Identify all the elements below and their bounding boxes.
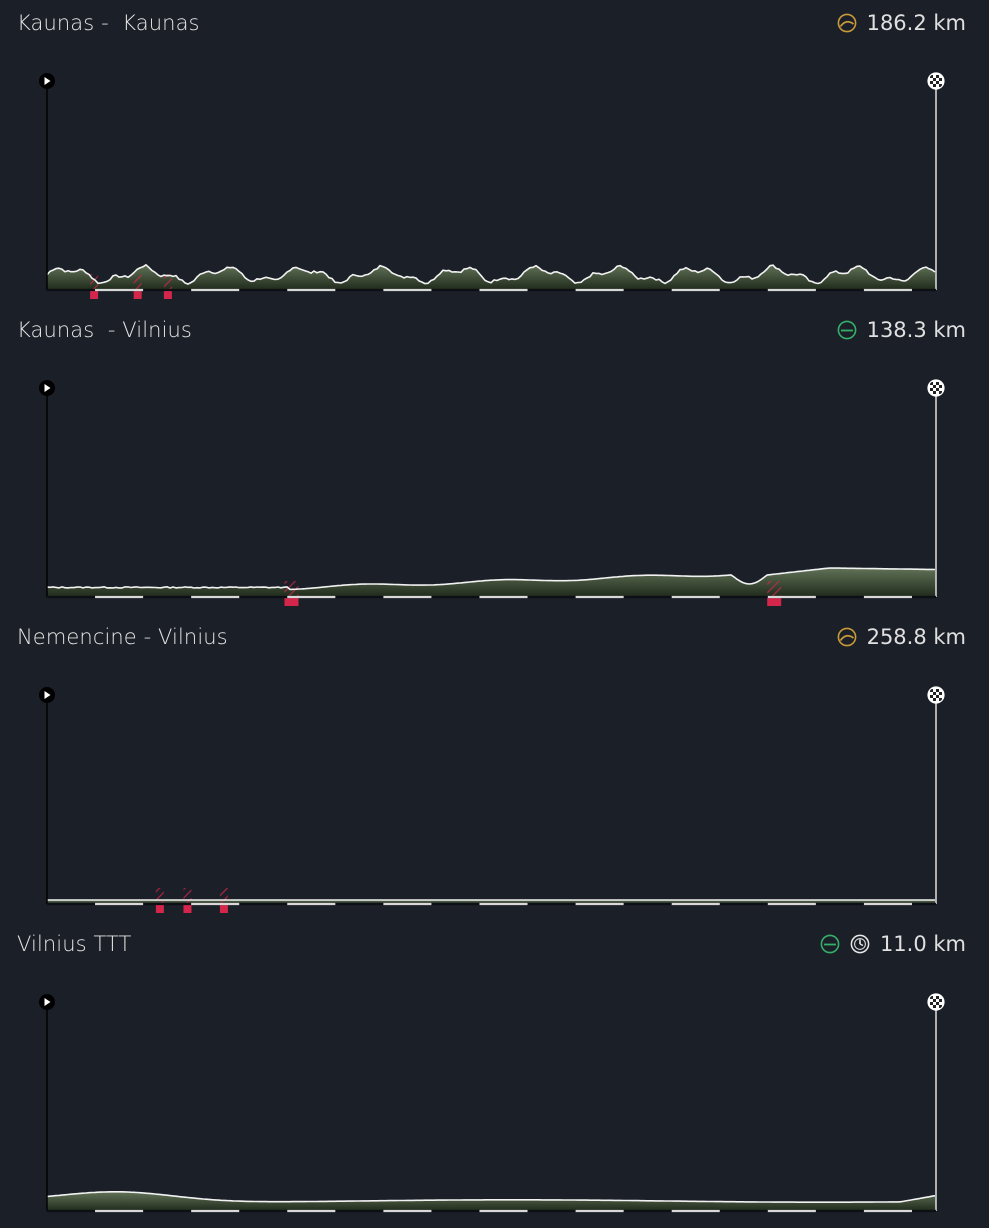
climb-hatch — [183, 888, 192, 904]
finish-flag-icon — [927, 72, 945, 90]
climb-marker — [183, 905, 192, 913]
stage-distance: 258.8 km — [866, 625, 966, 649]
start-icon — [39, 687, 55, 703]
stage-meta: 258.8 km — [837, 625, 966, 649]
stage-card[interactable]: Vilnius TTT 11.0 km — [0, 921, 989, 1228]
climb-hatch — [90, 274, 99, 290]
flat-stage-icon — [837, 320, 856, 340]
stage-meta: 186.2 km — [837, 11, 966, 35]
climb-marker — [90, 291, 99, 299]
climb-marker — [767, 598, 782, 606]
climb-hatch — [163, 274, 172, 290]
stage-title: Vilnius TTT — [17, 932, 132, 956]
finish-flag-icon — [927, 379, 945, 397]
stage-card[interactable]: Kaunas - Kaunas 186.2 km — [0, 0, 989, 307]
climb-marker — [219, 905, 228, 913]
climb-marker — [284, 598, 299, 606]
profile-area — [47, 900, 936, 904]
climb-marker — [155, 905, 164, 913]
climb-hatch — [767, 581, 782, 597]
elevation-profile — [39, 379, 945, 606]
climb-hatch — [133, 274, 142, 290]
stage-meta: 138.3 km — [837, 318, 966, 342]
stage-title: Nemencine - Vilnius — [17, 625, 228, 649]
stage-card[interactable]: Kaunas - Vilnius 138.3 km — [0, 307, 989, 614]
stage-title: Kaunas - Vilnius — [17, 318, 192, 342]
climb-hatch — [155, 888, 164, 904]
elevation-profile — [39, 72, 945, 299]
profile-line — [46, 264, 936, 285]
finish-flag-icon — [927, 686, 945, 704]
stage-title: Kaunas - Kaunas — [17, 11, 200, 35]
start-icon — [39, 994, 55, 1010]
elevation-profile — [39, 686, 945, 913]
climb-marker — [163, 291, 172, 299]
elevation-profile — [39, 993, 945, 1213]
stage-distance: 186.2 km — [866, 11, 966, 35]
profile-area — [47, 264, 936, 290]
hilly-stage-icon — [837, 13, 856, 33]
climb-hatch — [284, 581, 299, 597]
profile-line — [46, 567, 936, 591]
stage-card[interactable]: Nemencine - Vilnius 258.8 km — [0, 614, 989, 921]
profile-area — [47, 568, 936, 597]
flat-stage-icon — [820, 934, 840, 954]
climb-hatch — [219, 888, 228, 904]
finish-flag-icon — [927, 993, 945, 1011]
profile-line — [46, 1191, 936, 1203]
profile-area — [47, 1191, 936, 1211]
time-trial-icon — [850, 934, 870, 954]
start-icon — [39, 380, 55, 396]
stage-distance: 138.3 km — [866, 318, 966, 342]
hilly-stage-icon — [837, 627, 856, 647]
start-icon — [39, 73, 55, 89]
climb-marker — [133, 291, 142, 299]
stage-meta: 11.0 km — [820, 932, 966, 956]
stage-distance: 11.0 km — [879, 932, 966, 956]
